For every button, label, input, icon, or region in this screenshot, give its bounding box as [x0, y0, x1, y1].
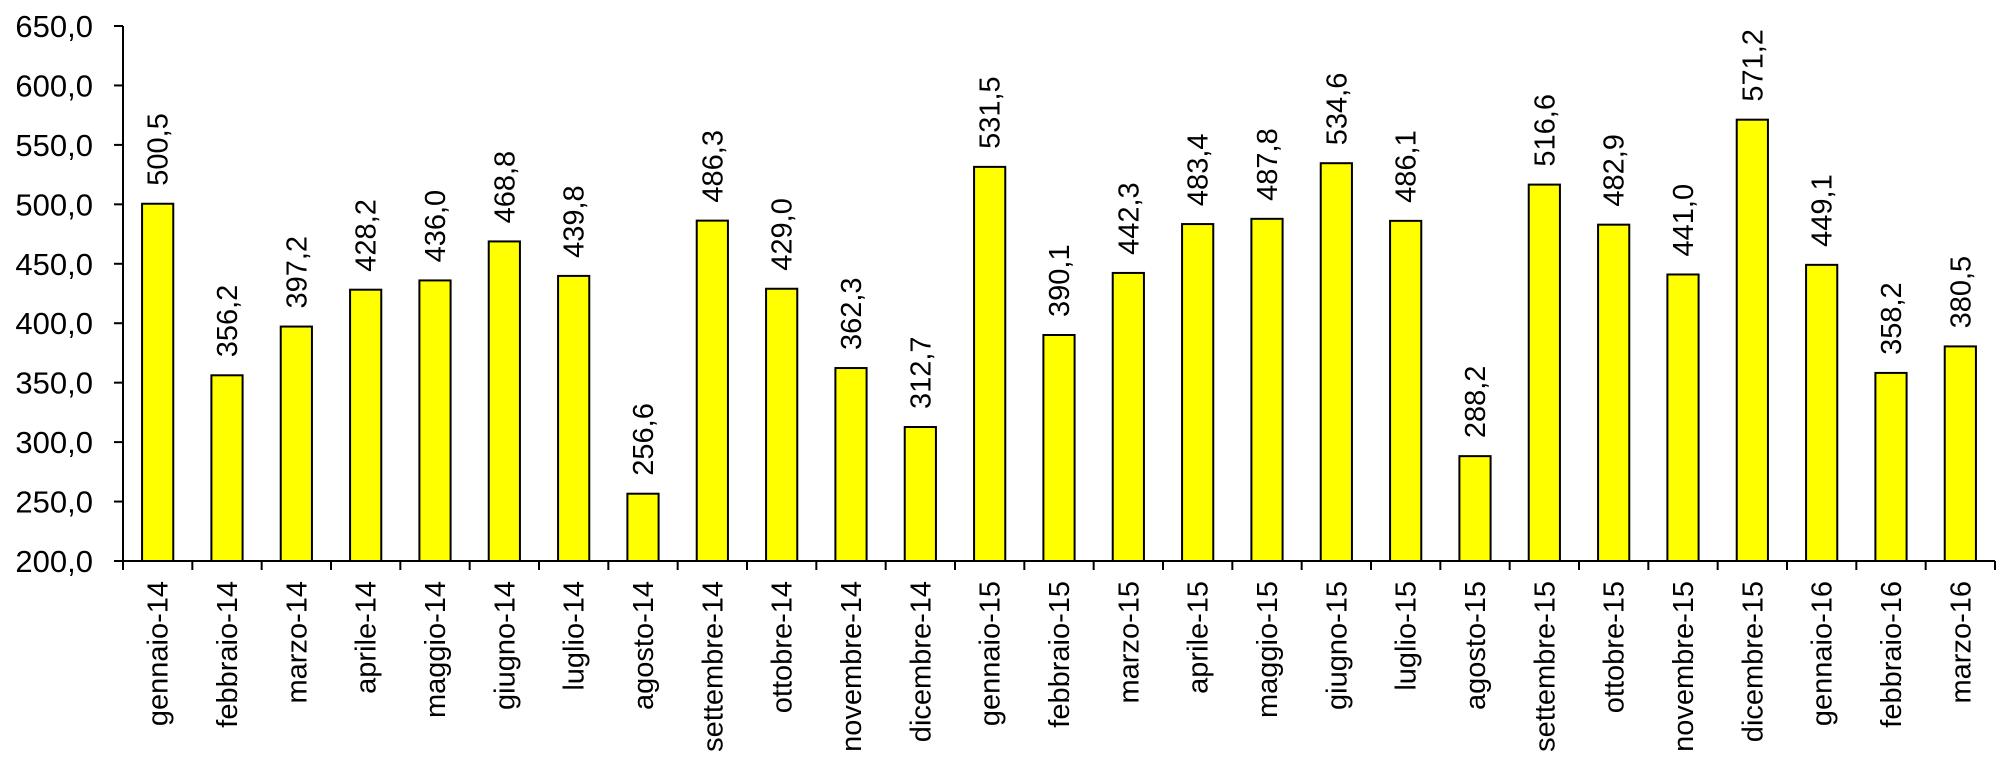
- y-tick-label: 600,0: [15, 68, 93, 103]
- x-tick-label: gennaio-16: [1807, 581, 1839, 726]
- bar: [1527, 183, 1561, 562]
- x-tick-label: febbraio-14: [212, 581, 244, 728]
- bar-value-label: 439,8: [559, 185, 591, 258]
- bars: [141, 118, 1977, 563]
- bar: [695, 219, 729, 562]
- x-tick-label: aprile-15: [1183, 581, 1215, 694]
- y-tick-label: 650,0: [15, 9, 93, 44]
- bar: [1111, 271, 1145, 562]
- x-tick-label: ottobre-14: [767, 581, 799, 713]
- bar: [834, 367, 868, 562]
- bar-value-label: 429,0: [767, 198, 799, 271]
- x-tick-label: gennaio-14: [143, 581, 175, 726]
- bar: [1943, 345, 1977, 562]
- x-tick-label: aprile-14: [351, 581, 383, 694]
- y-tick-label: 250,0: [15, 485, 93, 520]
- bar-value-label: 487,8: [1252, 128, 1284, 201]
- bar: [557, 274, 591, 562]
- bar: [1389, 219, 1423, 562]
- bar-value-label: 486,3: [697, 130, 729, 203]
- x-tick-label: giugno-15: [1321, 581, 1353, 710]
- x-tick-label: maggio-14: [420, 581, 452, 718]
- bar-value-label: 356,2: [212, 285, 244, 358]
- bar-value-label: 483,4: [1183, 133, 1215, 206]
- x-tick-label: marzo-16: [1945, 581, 1977, 704]
- x-tick-label: agosto-15: [1460, 581, 1492, 710]
- data-labels: 500,5 356,2 397,2 428,2 436,0 468,8 439,8 256,6…: [143, 29, 1978, 476]
- x-tick-label: luglio-14: [559, 581, 591, 691]
- x-tick-label: ottobre-15: [1599, 581, 1631, 713]
- bar-value-label: 468,8: [489, 151, 521, 224]
- y-tick-label: 350,0: [15, 366, 93, 401]
- bar: [1458, 455, 1492, 563]
- bar: [765, 287, 799, 562]
- y-tick-label: 300,0: [15, 425, 93, 460]
- bar-value-label: 288,2: [1460, 366, 1492, 439]
- bar: [141, 202, 175, 562]
- bar-value-label: 358,2: [1876, 282, 1908, 355]
- bar-value-label: 380,5: [1945, 256, 1977, 329]
- bar: [1735, 118, 1769, 562]
- bar: [1666, 273, 1700, 562]
- y-tick-label: 200,0: [15, 544, 93, 579]
- bar-value-label: 397,2: [281, 236, 313, 309]
- bar: [1181, 223, 1215, 563]
- x-tick-label: marzo-15: [1113, 581, 1145, 704]
- bar: [1319, 162, 1353, 562]
- x-tick-label: febbraio-15: [1044, 581, 1076, 728]
- x-tick-label: settembre-15: [1529, 581, 1561, 752]
- y-tick-label: 550,0: [15, 128, 93, 163]
- y-tick-label: 500,0: [15, 187, 93, 222]
- x-tick-label: novembre-14: [836, 581, 868, 752]
- bar-value-label: 531,5: [975, 76, 1007, 149]
- y-axis: 200,0 250,0 300,0 350,0 400,0 450,0 500,0 550,0…: [15, 9, 124, 579]
- bar: [1597, 223, 1631, 562]
- bar: [1805, 263, 1839, 562]
- bar-value-label: 390,1: [1044, 244, 1076, 317]
- bar: [279, 325, 313, 562]
- bar-value-label: 534,6: [1321, 73, 1353, 146]
- bar: [903, 426, 937, 562]
- bar-value-label: 256,6: [628, 403, 660, 476]
- x-tick-label: dicembre-14: [905, 581, 937, 742]
- y-tick-label: 450,0: [15, 247, 93, 282]
- bar: [626, 492, 660, 563]
- bar-value-label: 516,6: [1529, 94, 1561, 167]
- bar-value-label: 362,3: [836, 277, 868, 350]
- bar-value-label: 571,2: [1737, 29, 1769, 102]
- x-axis: gennaio-14 febbraio-14 marzo-14 aprile-14 ma…: [122, 560, 1996, 752]
- bar-value-label: 442,3: [1113, 182, 1145, 255]
- x-tick-label: novembre-15: [1668, 581, 1700, 752]
- bar: [1874, 371, 1908, 563]
- x-tick-label: agosto-14: [628, 581, 660, 710]
- x-tick-label: luglio-15: [1391, 581, 1423, 691]
- bar-value-label: 482,9: [1599, 134, 1631, 207]
- x-tick-label: gennaio-15: [975, 581, 1007, 726]
- bar-value-label: 428,2: [351, 199, 383, 272]
- bar: [1042, 333, 1076, 562]
- x-tick-label: dicembre-15: [1737, 581, 1769, 742]
- bar-value-label: 449,1: [1807, 174, 1839, 247]
- x-tick-label: settembre-14: [697, 581, 729, 752]
- bar-value-label: 486,1: [1391, 130, 1423, 203]
- bar: [418, 279, 452, 562]
- bar: [349, 288, 383, 562]
- bar: [1250, 217, 1284, 563]
- bar: [210, 374, 244, 562]
- x-tick-label: marzo-14: [281, 581, 313, 704]
- bar-value-label: 441,0: [1668, 184, 1700, 257]
- x-tick-label: giugno-14: [489, 581, 521, 710]
- bar-value-label: 436,0: [420, 190, 452, 263]
- x-tick-label: maggio-15: [1252, 581, 1284, 718]
- y-tick-label: 400,0: [15, 306, 93, 341]
- x-tick-label: febbraio-16: [1876, 581, 1908, 728]
- bar-value-label: 500,5: [143, 113, 175, 186]
- bar-value-label: 312,7: [905, 336, 937, 409]
- bar: [487, 240, 521, 562]
- bar: [973, 165, 1007, 562]
